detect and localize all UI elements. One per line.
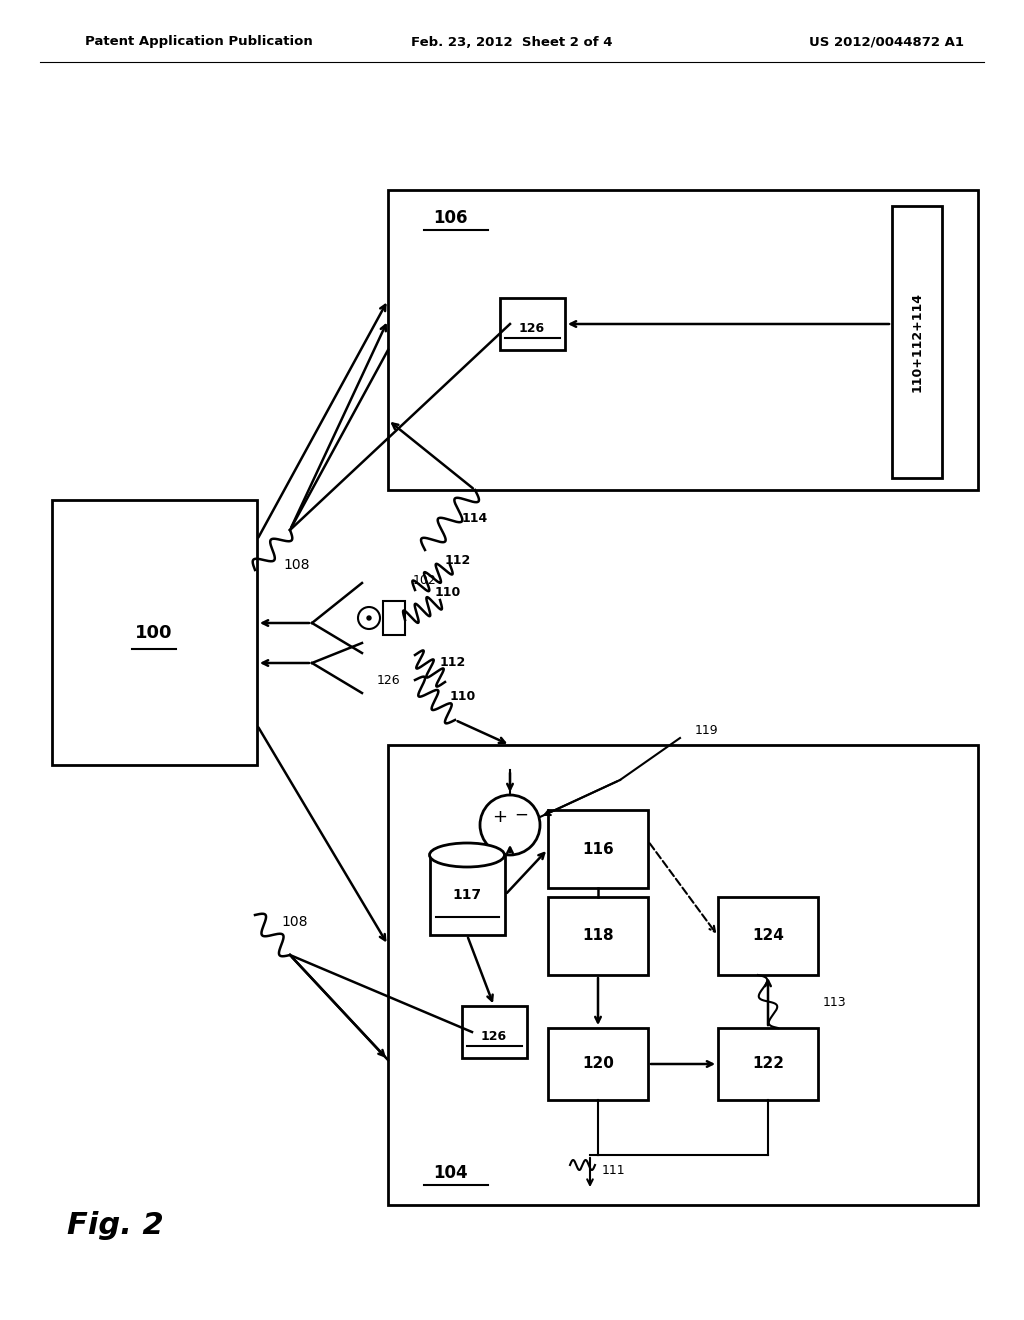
Text: 111: 111 bbox=[602, 1163, 626, 1176]
Text: 120: 120 bbox=[582, 1056, 614, 1072]
Text: 126: 126 bbox=[377, 673, 400, 686]
Text: 100: 100 bbox=[135, 624, 173, 642]
Text: 108: 108 bbox=[282, 915, 308, 929]
Bar bbox=[718, 898, 818, 975]
Text: 104: 104 bbox=[433, 1164, 468, 1181]
Text: 114: 114 bbox=[462, 511, 488, 524]
Text: 110+112+114: 110+112+114 bbox=[910, 292, 924, 392]
Bar bbox=[548, 898, 648, 975]
Bar bbox=[548, 810, 648, 888]
Text: 106: 106 bbox=[433, 209, 468, 227]
Bar bbox=[500, 298, 565, 350]
Ellipse shape bbox=[429, 843, 505, 867]
Text: 113: 113 bbox=[823, 995, 847, 1008]
Bar bbox=[388, 744, 978, 1205]
Bar bbox=[548, 1028, 648, 1100]
Text: 124: 124 bbox=[752, 928, 784, 944]
Text: 112: 112 bbox=[445, 553, 471, 566]
Text: Patent Application Publication: Patent Application Publication bbox=[85, 36, 312, 49]
Text: 126: 126 bbox=[481, 1030, 507, 1043]
Text: Feb. 23, 2012  Sheet 2 of 4: Feb. 23, 2012 Sheet 2 of 4 bbox=[412, 36, 612, 49]
Bar bbox=[430, 855, 505, 935]
Bar bbox=[718, 1028, 818, 1100]
Text: 117: 117 bbox=[453, 888, 481, 902]
Text: 126: 126 bbox=[519, 322, 545, 334]
Text: 119: 119 bbox=[695, 723, 719, 737]
Bar bbox=[892, 206, 942, 478]
Text: 110: 110 bbox=[450, 690, 476, 704]
Text: +: + bbox=[493, 808, 508, 826]
Bar bbox=[52, 500, 257, 766]
Text: 118: 118 bbox=[583, 928, 613, 944]
Text: 122: 122 bbox=[752, 1056, 784, 1072]
Circle shape bbox=[367, 616, 371, 620]
Bar bbox=[383, 601, 406, 635]
Bar bbox=[388, 190, 978, 490]
Text: 110: 110 bbox=[435, 586, 461, 599]
Text: 102: 102 bbox=[413, 573, 437, 586]
Bar bbox=[462, 1006, 527, 1059]
Text: −: − bbox=[514, 807, 528, 824]
Text: US 2012/0044872 A1: US 2012/0044872 A1 bbox=[809, 36, 964, 49]
Text: Fig. 2: Fig. 2 bbox=[67, 1210, 164, 1239]
Text: 112: 112 bbox=[440, 656, 466, 669]
Text: 108: 108 bbox=[284, 558, 310, 572]
Text: 116: 116 bbox=[582, 842, 613, 857]
